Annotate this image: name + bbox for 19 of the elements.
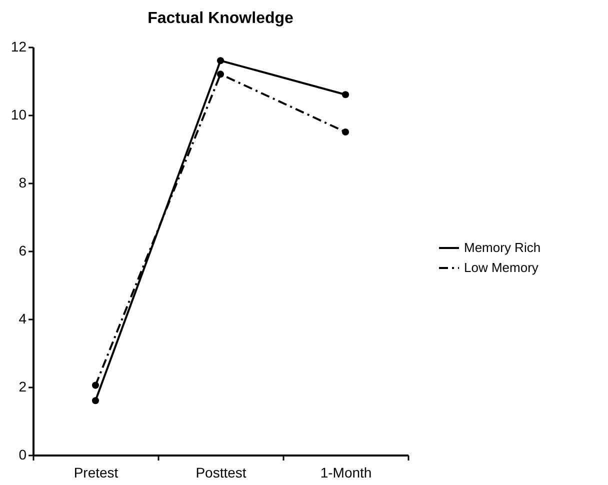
x-tick-label: Pretest (74, 464, 118, 480)
point (342, 128, 350, 136)
point (216, 70, 224, 78)
x-tick-label: 1-Month (320, 464, 372, 480)
y-tick-label: 4 (18, 310, 27, 326)
point (216, 57, 224, 64)
y-tick-label: 6 (18, 242, 27, 258)
legend-label: Low Memory (464, 260, 539, 275)
point (92, 382, 100, 389)
legend-label: Memory Rich (464, 240, 541, 255)
y-tick-label: 10 (10, 106, 27, 122)
y-tick-label: 8 (18, 174, 27, 190)
chart-title: Factual Knowledge (148, 10, 294, 27)
y-tick-label: 2 (18, 378, 27, 394)
point (342, 91, 350, 98)
y-tick-label: 12 (10, 38, 27, 54)
x-tick-label: Posttest (196, 464, 246, 480)
point (92, 397, 100, 404)
y-tick-label: 0 (18, 446, 27, 462)
